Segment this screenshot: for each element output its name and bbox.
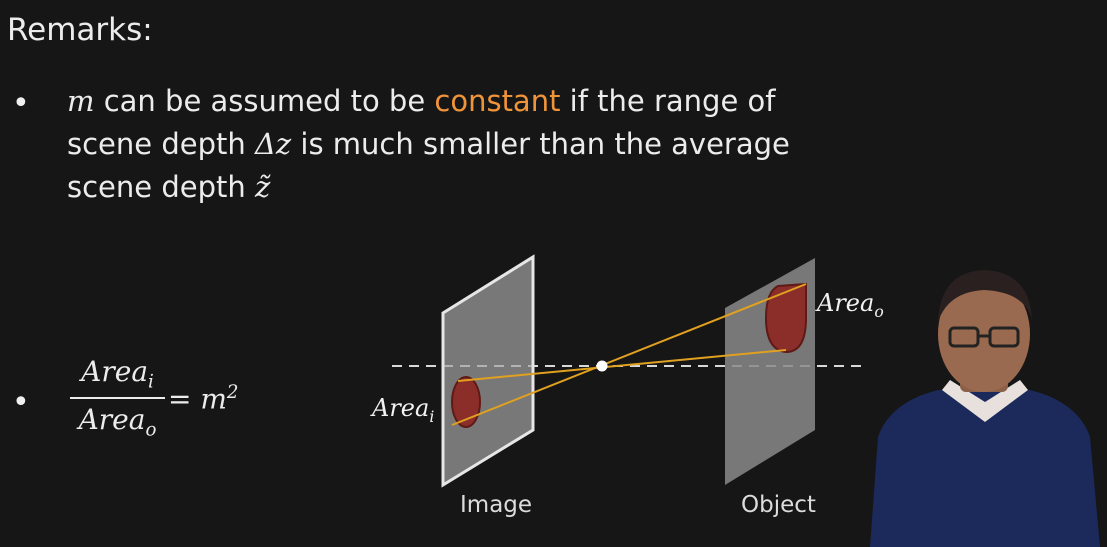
delta-z: Δz xyxy=(254,127,292,161)
presenter-video xyxy=(870,270,1100,547)
bullet1-line3-a: scene depth xyxy=(67,170,255,204)
bullet1-line2-a: scene depth xyxy=(67,127,255,161)
z-tilde: z̃ xyxy=(254,170,271,204)
bullet-marker: • xyxy=(12,86,30,121)
bullet-marker: • xyxy=(12,385,30,420)
object-plane-label: Object xyxy=(741,492,816,518)
var-m: m xyxy=(67,84,95,118)
fraction-bar xyxy=(70,396,165,399)
bullet1-line3: scene depth z̃ xyxy=(67,170,270,204)
bullet1-text-b: if the range of xyxy=(560,84,776,118)
bullet1-line1: m can be assumed to be constant if the r… xyxy=(67,84,775,118)
image-plane xyxy=(441,254,535,488)
bullet1-line2-b: is much smaller than the average xyxy=(291,127,790,161)
image-plane-label: Image xyxy=(460,492,533,518)
presenter-hair xyxy=(938,270,1032,322)
slide-title: Remarks: xyxy=(7,12,153,48)
pinhole-point xyxy=(596,360,608,372)
presenter-head xyxy=(938,276,1030,392)
bullet1-line2: scene depth Δz is much smaller than the … xyxy=(67,127,790,161)
ray-bottom xyxy=(457,349,787,382)
constant-highlight: constant xyxy=(434,84,561,118)
ray-top xyxy=(451,283,807,426)
fraction-numerator: Areai xyxy=(81,355,154,393)
equation-rhs: = m2 xyxy=(168,382,239,416)
presenter-torso xyxy=(870,390,1100,547)
bullet1-text-a: can be assumed to be xyxy=(94,84,435,118)
area-i-label: Areai xyxy=(372,394,435,426)
image-area-blob xyxy=(451,376,481,428)
area-ratio-fraction: Areai Areao xyxy=(70,355,165,440)
object-area-blob xyxy=(764,282,807,354)
fraction-denominator: Areao xyxy=(78,402,157,441)
area-o-label: Areao xyxy=(817,289,884,321)
